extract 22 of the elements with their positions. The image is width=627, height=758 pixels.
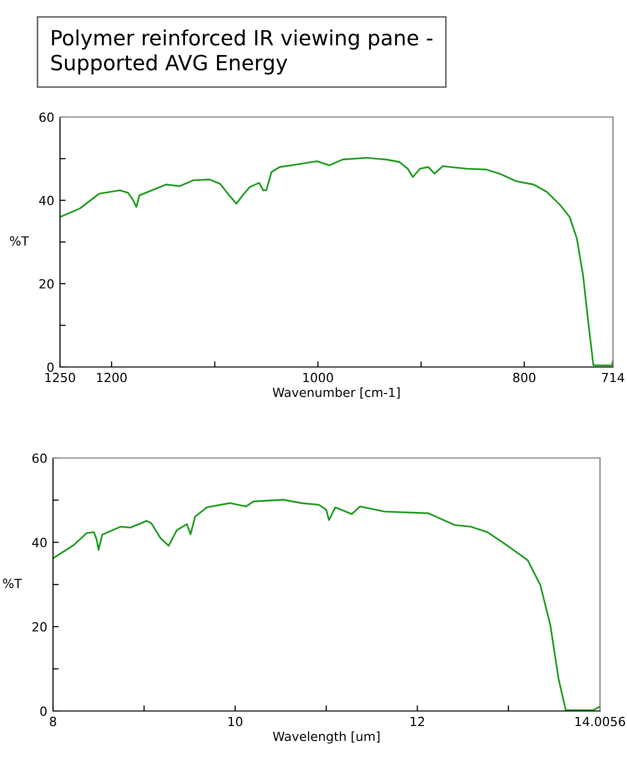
y-tick-label: 60 xyxy=(39,112,54,122)
y-tick-label: 20 xyxy=(39,279,54,289)
y-tick-label: 40 xyxy=(39,196,54,206)
y-tick-label: 20 xyxy=(32,622,47,632)
y-axis-title: %T xyxy=(3,578,22,588)
x-tick-label: 14.0056 xyxy=(576,716,626,726)
x-axis-title: Wavelength [um] xyxy=(272,731,380,744)
y-axis-title: %T xyxy=(10,236,29,246)
x-tick-label: 1000 xyxy=(303,372,334,382)
x-tick-label: 12 xyxy=(410,716,424,726)
y-tick-label: 0 xyxy=(47,362,54,372)
y-tick-label: 0 xyxy=(40,706,47,716)
x-tick-label: 800 xyxy=(513,372,536,382)
x-tick-label: 8 xyxy=(50,716,56,726)
y-tick-label: 40 xyxy=(32,538,47,548)
x-tick-label: 1250 xyxy=(45,372,76,382)
y-tick-label: 60 xyxy=(32,453,47,463)
x-axis-title: Wavenumber [cm-1] xyxy=(272,387,400,399)
x-tick-label: 714 xyxy=(602,372,624,382)
x-tick-label: 10 xyxy=(228,716,242,726)
chart-title: Polymer reinforced IR viewing pane - Supported AVG Energy xyxy=(51,29,432,75)
x-tick-label: 1200 xyxy=(97,372,127,382)
